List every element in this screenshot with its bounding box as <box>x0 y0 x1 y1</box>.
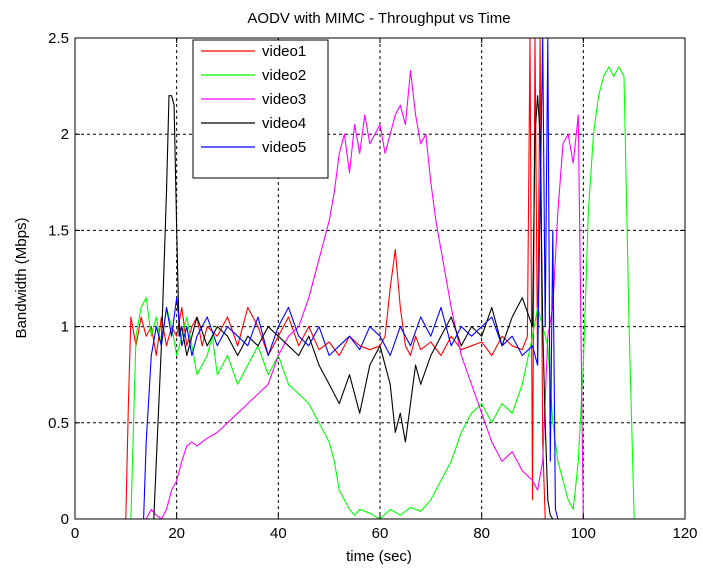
x-axis-ticks: 0 20 40 60 80 100 120 <box>71 38 698 542</box>
x-tick-label: 100 <box>571 525 596 542</box>
chart-title: AODV with MIMC - Throughput vs Time <box>247 10 510 27</box>
y-tick-label: 1 <box>61 319 69 336</box>
series-line-video3 <box>75 70 685 520</box>
x-tick-label: 80 <box>473 525 490 542</box>
series-line-video4 <box>75 95 685 520</box>
series-line-video5 <box>75 37 685 520</box>
y-tick-label: 2.5 <box>48 30 69 47</box>
legend: video1 video2 video3 video4 video5 <box>192 39 329 179</box>
x-tick-label: 40 <box>270 525 287 542</box>
y-axis-ticks: 0 0.5 1 1.5 2 2.5 <box>48 30 685 528</box>
x-tick-label: 0 <box>71 525 79 542</box>
series-lines <box>75 37 685 520</box>
y-tick-label: 2 <box>61 126 69 143</box>
legend-label-video2: video2 <box>262 67 306 84</box>
x-tick-label: 20 <box>168 525 185 542</box>
legend-box <box>192 39 329 179</box>
x-tick-label: 120 <box>672 525 697 542</box>
grid-lines <box>75 38 685 519</box>
legend-label-video1: video1 <box>262 43 306 60</box>
series-line-video1 <box>75 37 548 520</box>
x-tick-label: 60 <box>372 525 389 542</box>
legend-label-video5: video5 <box>262 139 306 156</box>
legend-label-video3: video3 <box>262 91 306 108</box>
y-tick-label: 1.5 <box>48 222 69 239</box>
y-axis-label: Bandwidth (Mbps) <box>13 218 30 339</box>
series-line-video2 <box>75 66 685 520</box>
legend-label-video4: video4 <box>262 115 306 132</box>
y-tick-label: 0 <box>61 511 69 528</box>
y-tick-label: 0.5 <box>48 415 69 432</box>
x-axis-label: time (sec) <box>346 548 412 565</box>
